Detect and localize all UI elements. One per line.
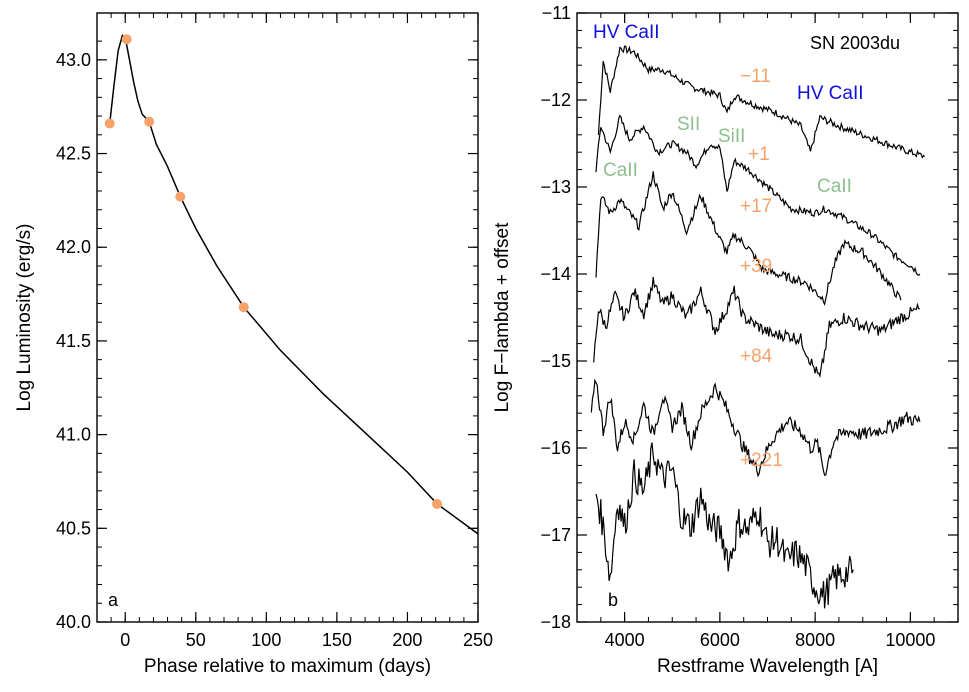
panel-b-x-tick-label: 8000 (795, 630, 835, 650)
epoch-label: +39 (740, 256, 772, 277)
panel-a-x-axis-label: Phase relative to maximum (days) (144, 656, 431, 677)
panel-a-y-tick-label: 43.0 (56, 50, 91, 70)
panel-a-frame (96, 12, 479, 623)
line-id-label: CaII (603, 160, 638, 181)
spectrum-line (595, 442, 854, 609)
panel-b-y-tick-label: −14 (540, 264, 571, 284)
spectra-series (590, 45, 926, 609)
panel-b-y-tick-label: −16 (540, 438, 571, 458)
panel-b-y-tick-label: −11 (542, 3, 571, 23)
line-id-label: SiII (718, 126, 745, 147)
luminosity-point (144, 116, 155, 127)
panel-a-x-tick-label: 100 (251, 630, 281, 650)
luminosity-point (432, 498, 443, 509)
panel-b-y-tick-label: −15 (540, 351, 571, 371)
panel-a-label: a (108, 590, 119, 610)
line-id-label: CaII (817, 176, 852, 197)
panel-a-y-tick-label: 42.0 (56, 237, 91, 257)
panel-b-label: b (608, 590, 618, 610)
panel-a-x-tick-label: 150 (322, 630, 352, 650)
panel-a-x-tick-label: 0 (120, 630, 130, 650)
line-id-label: SII (677, 114, 700, 135)
panel-b-y-tick-label: −17 (540, 525, 571, 545)
luminosity-point (104, 118, 115, 129)
spectrum-line (595, 114, 921, 277)
panel-b-x-axis-label: Restframe Wavelength [A] (657, 656, 878, 677)
panel-b-ticks: 4000 6000 8000 10000 −18 −17 −16 −15 −14 −13 −12 −1… (540, 3, 959, 650)
epoch-label: +221 (740, 450, 783, 471)
panel-b-y-tick-label: −12 (540, 90, 571, 110)
line-id-label: HV CaII (797, 83, 864, 104)
panel-b-y-tick-label: −18 (540, 612, 571, 632)
line-identification-labels: HV CaII HV CaII SII SiII CaII CaII (593, 22, 864, 197)
panel-a-ticks: 0 50 100 150 200 250 40.0 40.5 41.0 41.5 42.0 42.5 4… (56, 13, 493, 650)
panel-b-x-tick-label: 4000 (605, 630, 645, 650)
epoch-label: −11 (740, 66, 771, 87)
panel-a-y-axis-label: Log Luminosity (erg/s) (14, 224, 35, 412)
panel-a-y-tick-label: 41.0 (56, 425, 91, 445)
spectrum-line (593, 276, 920, 379)
panel-a-luminosity: 0 50 100 150 200 250 40.0 40.5 41.0 41.5 42.0 42.5 4… (14, 12, 493, 677)
epoch-label: +1 (748, 144, 770, 165)
line-id-label: HV CaII (593, 22, 660, 43)
panel-a-y-tick-label: 41.5 (56, 331, 91, 351)
panel-a-y-tick-label: 40.5 (56, 518, 91, 538)
panel-a-y-tick-label: 42.5 (56, 144, 91, 164)
luminosity-point (238, 302, 249, 313)
luminosity-points (104, 34, 443, 509)
panel-b-y-axis-label: Log F−lambda + offset (492, 222, 513, 412)
luminosity-point (121, 34, 132, 45)
panel-a-y-tick-label: 40.0 (56, 612, 91, 632)
spectrum-line (595, 171, 902, 306)
luminosity-point (175, 191, 186, 202)
panel-b-x-tick-label: 6000 (700, 630, 740, 650)
spectrum-line (590, 378, 921, 478)
epoch-label: +17 (740, 196, 772, 217)
epoch-label: +84 (740, 346, 773, 367)
panel-a-x-tick-label: 250 (463, 630, 493, 650)
epoch-labels: −11 +1 +17 +39 +84 +221 (740, 66, 783, 471)
spectrum-line (597, 45, 926, 159)
panel-a-x-tick-label: 200 (392, 630, 422, 650)
panel-a-x-tick-label: 50 (186, 630, 206, 650)
object-label: SN 2003du (810, 33, 900, 53)
panel-b-y-tick-label: −13 (540, 177, 571, 197)
luminosity-curve (108, 34, 479, 535)
panel-b-x-tick-label: 10000 (885, 630, 935, 650)
panel-b-spectra: 4000 6000 8000 10000 −18 −17 −16 −15 −14 −13 −12 −1… (492, 3, 959, 677)
